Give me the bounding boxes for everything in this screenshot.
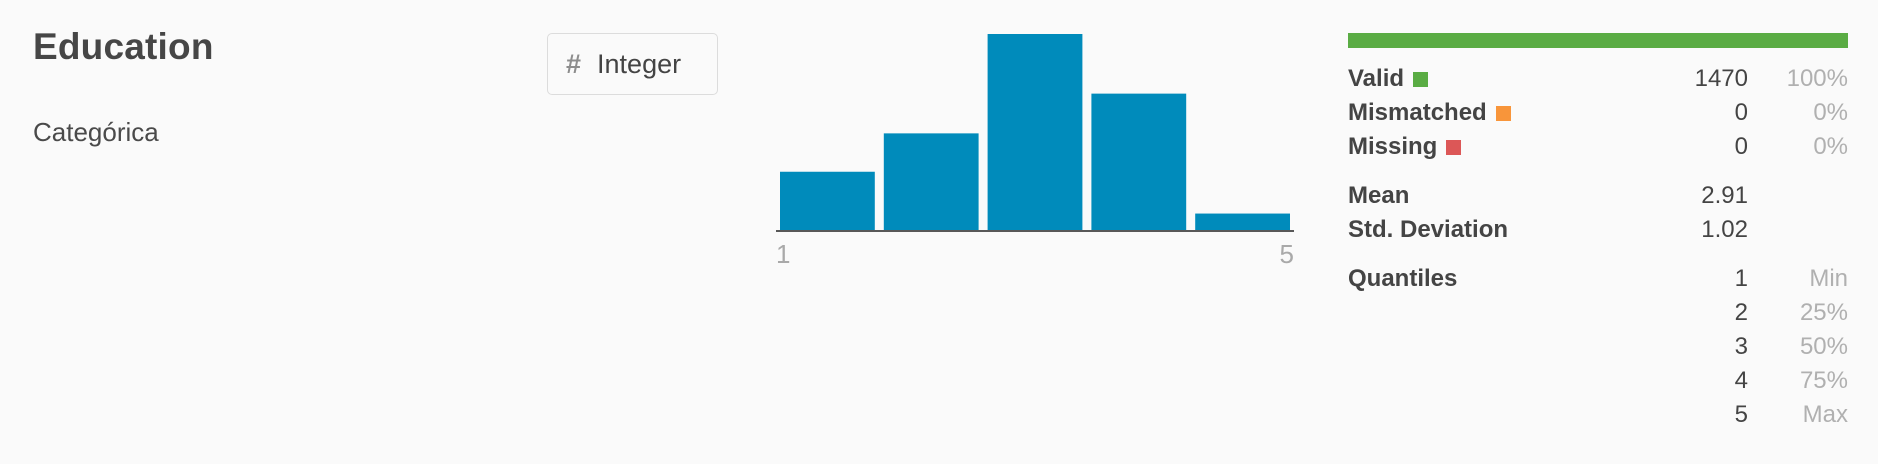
quantiles-label: Quantiles [1348, 265, 1458, 292]
mean-row: Mean 2.91 [1348, 179, 1848, 213]
mismatched-percent: 0% [1813, 99, 1848, 126]
mismatched-row: Mismatched 0 0% [1348, 96, 1848, 130]
missing-label-group: Missing [1348, 130, 1462, 164]
missing-percent: 0% [1813, 133, 1848, 160]
valid-label-group: Valid [1348, 62, 1429, 96]
type-label: Integer [597, 48, 682, 79]
histogram-bar-1 [780, 171, 875, 230]
quality-bar [1348, 33, 1848, 48]
quantile-name: Max [1802, 401, 1848, 428]
missing-label: Missing [1348, 133, 1438, 160]
missing-row: Missing 0 0% [1348, 130, 1848, 164]
quantile-value: 4 [1734, 367, 1748, 394]
quantile-value: 1 [1734, 265, 1748, 292]
quantile-name: Min [1809, 265, 1848, 292]
quantile-name: 75% [1799, 367, 1848, 394]
histogram-bar-3 [987, 34, 1083, 230]
stats-spacer [1348, 247, 1848, 262]
std-value: 1.02 [1701, 216, 1748, 243]
mean-label: Mean [1348, 182, 1410, 209]
quantiles-row-25: 2 25% [1348, 296, 1848, 330]
quantile-value: 2 [1734, 299, 1748, 326]
valid-swatch [1413, 72, 1429, 87]
quantile-value: 5 [1734, 401, 1748, 428]
std-label: Std. Deviation [1348, 216, 1509, 243]
quantile-name: 50% [1799, 333, 1848, 360]
histogram-bar-2 [883, 133, 979, 230]
histogram-tick-max: 5 [1280, 239, 1294, 269]
column-title: Education [33, 26, 214, 67]
quantile-value: 3 [1734, 333, 1748, 360]
mean-value: 2.91 [1701, 182, 1748, 209]
histogram-tick-min: 1 [776, 239, 790, 269]
valid-row: Valid 1470 100% [1348, 62, 1848, 96]
mismatched-label: Mismatched [1348, 99, 1487, 126]
valid-percent: 100% [1786, 65, 1848, 92]
valid-label: Valid [1348, 65, 1405, 92]
hash-icon: # [566, 48, 582, 79]
quantile-name: 25% [1799, 299, 1848, 326]
valid-count: 1470 [1694, 65, 1748, 92]
quantiles-row-50: 3 50% [1348, 330, 1848, 364]
stats-spacer [1348, 164, 1848, 179]
quantiles-row-75: 4 75% [1348, 364, 1848, 398]
missing-swatch [1446, 140, 1462, 155]
histogram-bar-5 [1195, 213, 1290, 230]
mismatched-swatch [1495, 106, 1511, 121]
quantiles-row-max: 5 Max [1348, 398, 1848, 432]
mismatched-label-group: Mismatched [1348, 96, 1511, 130]
missing-count: 0 [1734, 133, 1748, 160]
histogram-bar-4 [1091, 93, 1187, 230]
std-row: Std. Deviation 1.02 [1348, 213, 1848, 247]
stats-panel: Valid 1470 100% Mismatched 0 0% Missing … [1348, 33, 1848, 432]
column-description: Categórica [33, 117, 159, 147]
mismatched-count: 0 [1734, 99, 1748, 126]
quantiles-row-min: Quantiles 1 Min [1348, 262, 1848, 296]
type-badge[interactable]: # Integer [547, 33, 718, 95]
quality-bar-valid [1348, 33, 1848, 48]
